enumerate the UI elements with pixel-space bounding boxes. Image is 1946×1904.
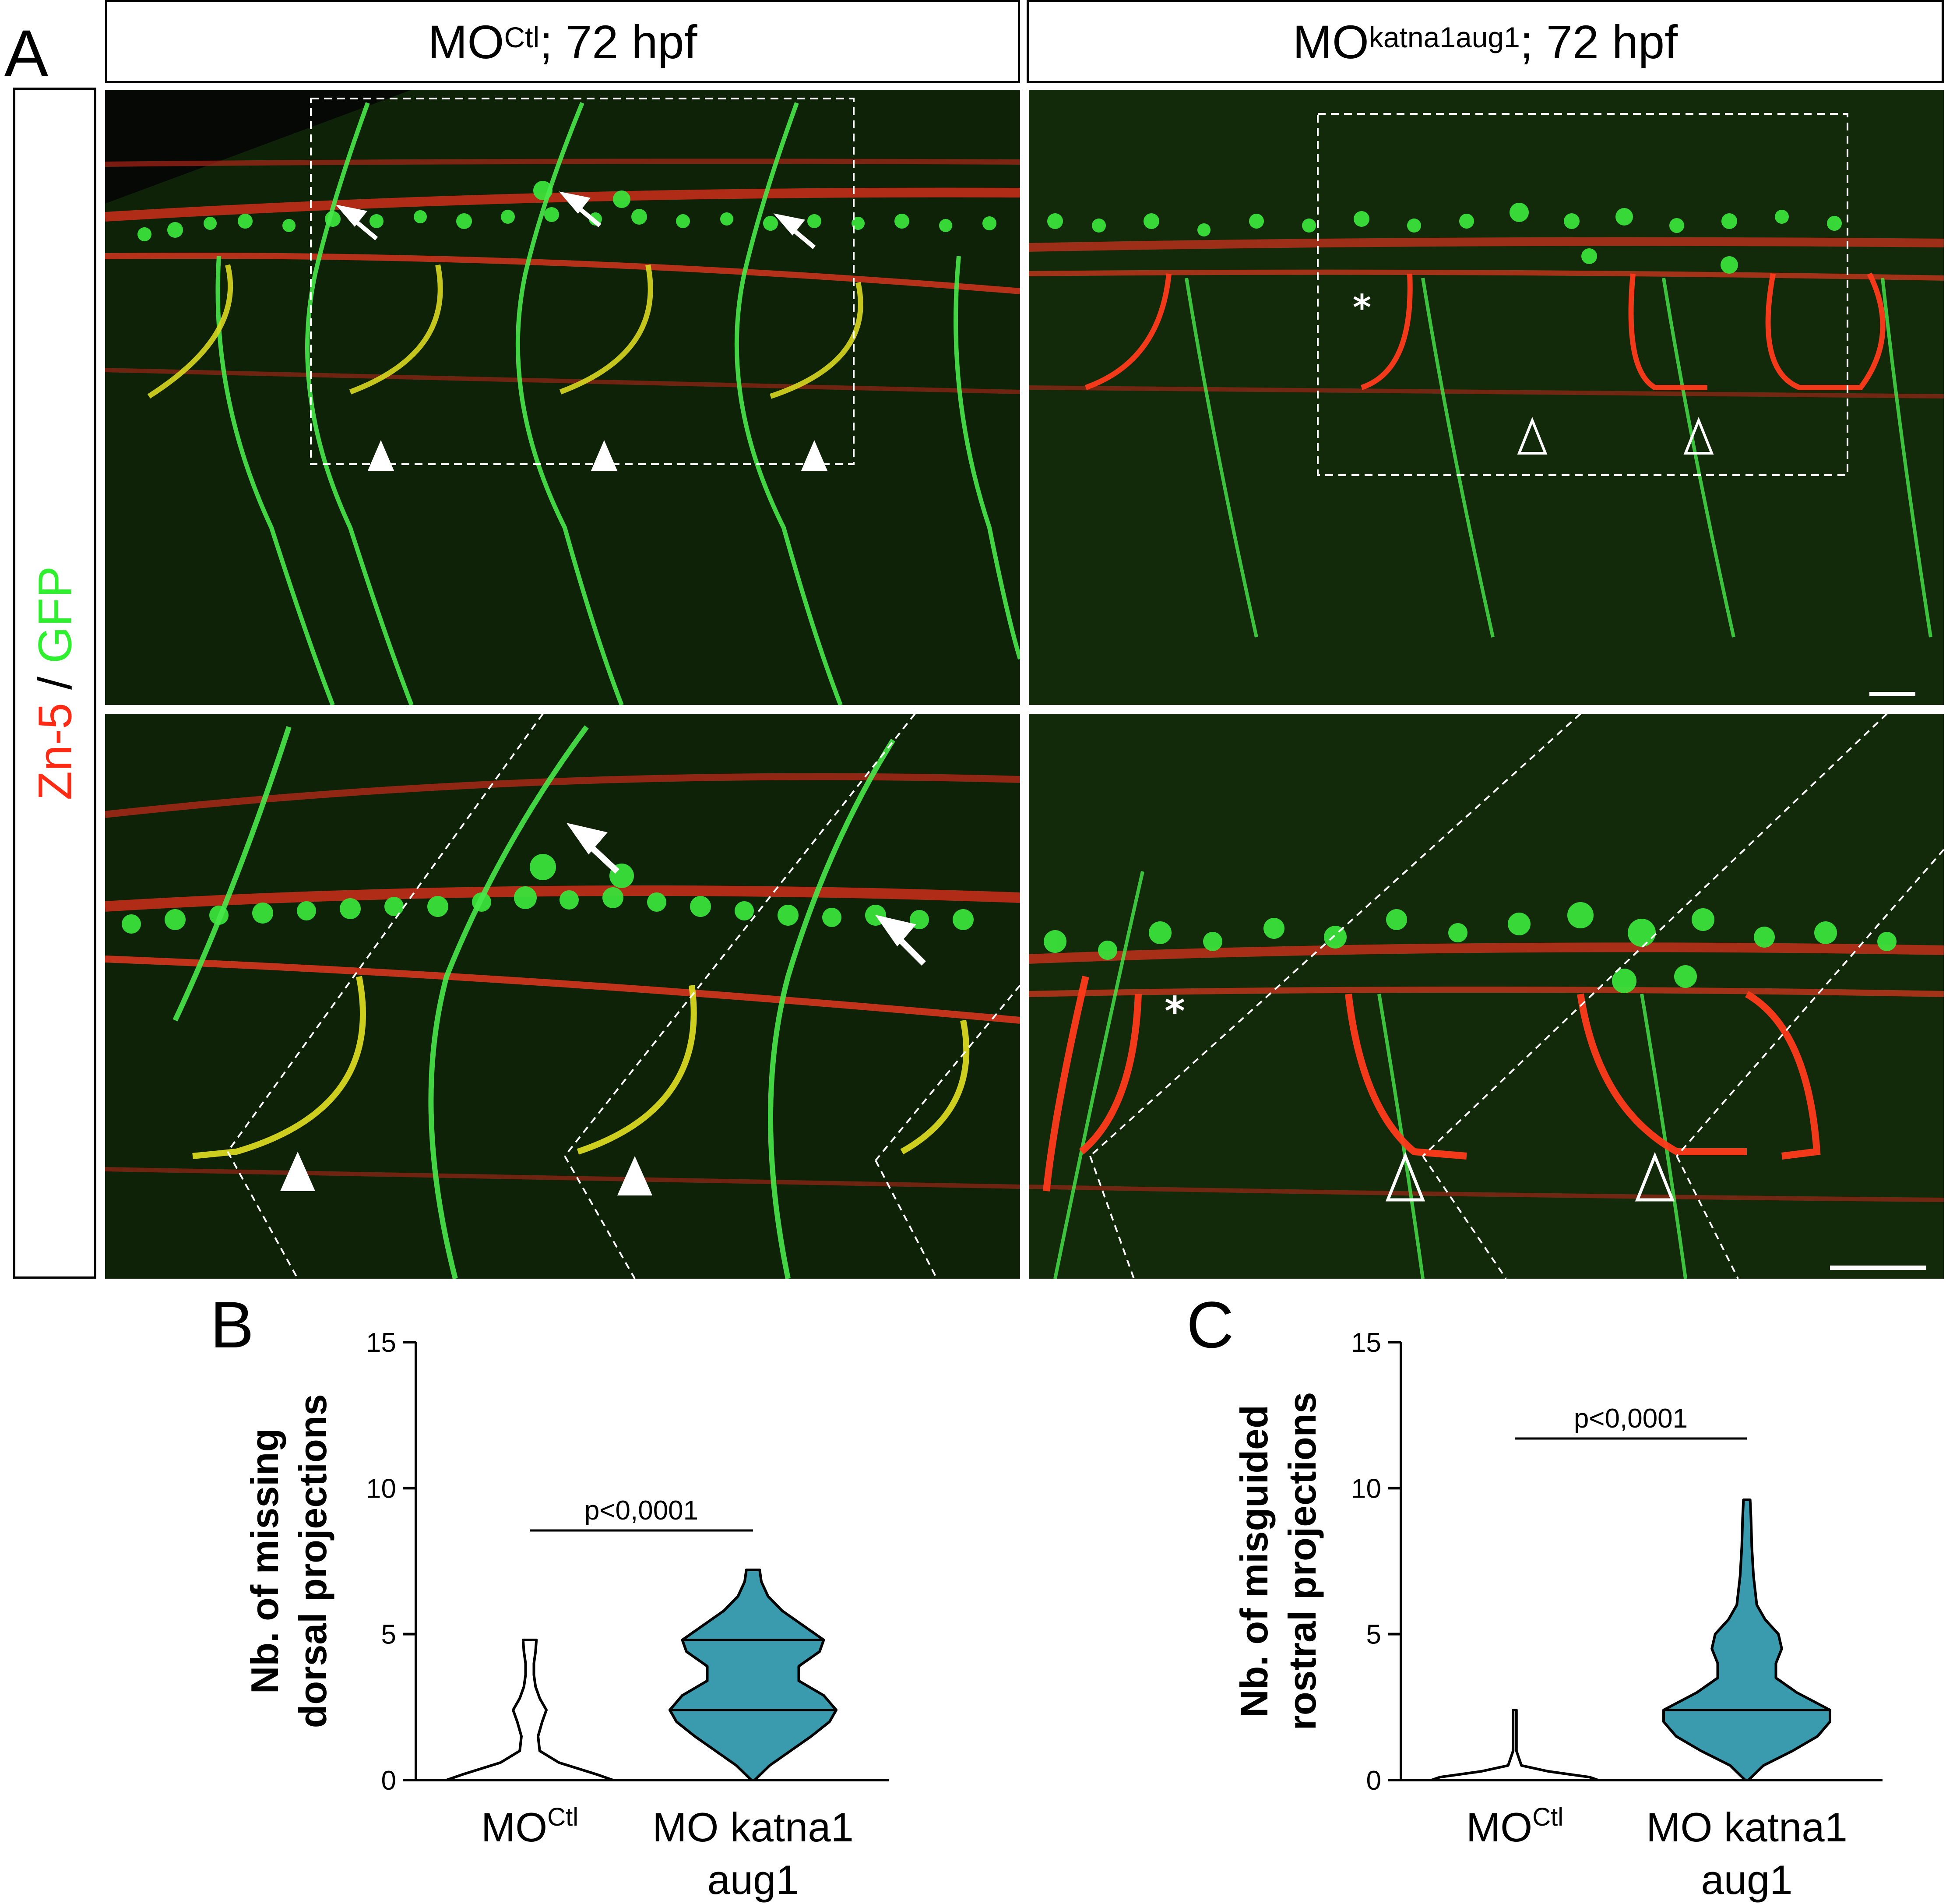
filled-arrowhead-icon: [368, 440, 827, 471]
y-axis-label: Nb. of misguided rostral projections: [1232, 1392, 1324, 1731]
scale-bar-zoom: [1830, 1266, 1926, 1270]
panel-c-letter: C: [1186, 1288, 1234, 1361]
arrow-icon: [335, 191, 816, 249]
header-control-sup: Ctl: [504, 21, 540, 53]
y-tick-label: 15: [1351, 1328, 1381, 1358]
scale-bar: [1869, 692, 1915, 696]
y-axis-label-line2: rostral projections: [1281, 1392, 1324, 1731]
open-arrowhead-icon: [1517, 416, 1714, 455]
panel-a-letter: A: [4, 16, 49, 90]
y-tick-label: 0: [381, 1766, 396, 1796]
y-axis-label-line1: Nb. of missing: [243, 1428, 286, 1694]
panel-b-letter: B: [210, 1288, 254, 1361]
category-label-main: MO: [481, 1804, 547, 1850]
category-label-1: MO katna1: [652, 1804, 854, 1850]
header-morphant-sup: katna1aug1: [1369, 21, 1520, 53]
category-label-sup: Ctl: [547, 1803, 578, 1831]
stain-separator: /: [28, 663, 81, 703]
category-label-line2-1: aug1: [707, 1857, 799, 1903]
filled-arrowhead-icon: [280, 1152, 652, 1195]
category-label-main: MO katna1: [652, 1804, 854, 1850]
micrograph-control-overview: [105, 90, 1020, 705]
category-label-sup: Ctl: [1532, 1803, 1563, 1831]
category-label-main: MO: [1466, 1804, 1532, 1850]
header-morphant-rest: ; 72 hpf: [1520, 15, 1678, 68]
y-tick-label: 10: [366, 1474, 396, 1504]
violin-0: [1430, 1709, 1599, 1781]
header-morphant-main: MO: [1292, 15, 1369, 68]
header-control-main: MO: [428, 15, 504, 68]
stain-red-label: Zn-5: [28, 702, 81, 800]
header-control-rest: ; 72 hpf: [539, 15, 697, 68]
category-label-line2-1: aug1: [1701, 1857, 1792, 1903]
category-label-0: MOCtl: [1466, 1803, 1563, 1850]
micrograph-morphant-overview: *: [1029, 90, 1944, 705]
y-tick-label: 5: [381, 1620, 396, 1650]
category-label-0: MOCtl: [481, 1803, 578, 1850]
stain-label: Zn-5 / GFP: [28, 566, 82, 800]
violin-0: [445, 1639, 614, 1781]
header-control: MO Ctl; 72 hpf: [105, 0, 1020, 83]
micrograph-control-zoom: [105, 714, 1020, 1279]
y-axis-label-line2: dorsal projections: [291, 1394, 334, 1728]
p-value-label: p<0,0001: [584, 1495, 698, 1526]
y-tick-label: 15: [366, 1328, 396, 1358]
micrograph-morphant-zoom: *: [1029, 714, 1944, 1279]
category-label-main: MO katna1: [1646, 1804, 1847, 1850]
asterisk-marker: *: [1353, 287, 1371, 328]
category-label-1: MO katna1: [1646, 1804, 1847, 1850]
open-arrowhead-icon: [1385, 1152, 1675, 1202]
y-axis-label: Nb. of missing dorsal projections: [243, 1394, 334, 1728]
violin-1: [1662, 1499, 1831, 1781]
violin-1: [669, 1569, 838, 1781]
asterisk-marker-zoom: *: [1165, 988, 1185, 1034]
stain-label-box: Zn-5 / GFP: [13, 88, 96, 1279]
y-tick-label: 10: [1351, 1474, 1381, 1504]
y-axis-label-line1: Nb. of misguided: [1232, 1405, 1276, 1717]
arrow-icon: [566, 823, 926, 966]
y-tick-label: 5: [1366, 1620, 1381, 1650]
p-value-label: p<0,0001: [1574, 1403, 1688, 1434]
header-morphant: MO katna1aug1; 72 hpf: [1027, 0, 1944, 83]
stain-green-label: GFP: [28, 566, 81, 663]
y-tick-label: 0: [1366, 1766, 1381, 1796]
